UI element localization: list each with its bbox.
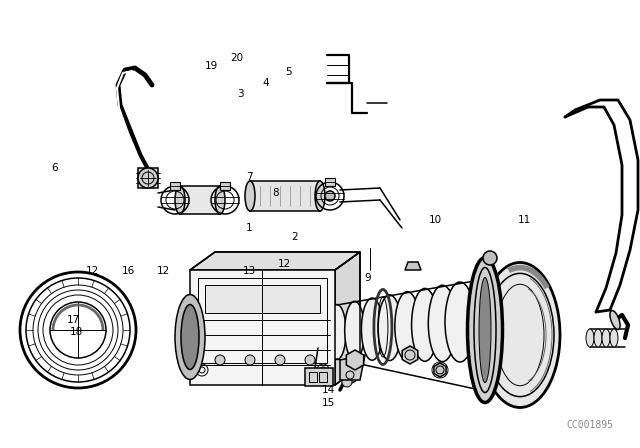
Ellipse shape [362, 298, 383, 360]
Ellipse shape [345, 302, 364, 360]
Text: 7: 7 [246, 172, 253, 182]
Ellipse shape [378, 295, 401, 361]
Text: 17: 17 [67, 315, 80, 325]
Circle shape [305, 355, 315, 365]
Polygon shape [340, 355, 365, 380]
Text: 2: 2 [291, 233, 298, 242]
Text: 1: 1 [246, 224, 253, 233]
Text: 8: 8 [272, 188, 278, 198]
Circle shape [325, 191, 335, 201]
Text: 4: 4 [262, 78, 269, 88]
Circle shape [138, 168, 158, 188]
Bar [190, 270, 335, 385]
Circle shape [215, 355, 225, 365]
Text: 12: 12 [278, 259, 291, 269]
Ellipse shape [610, 310, 620, 329]
Ellipse shape [594, 329, 602, 347]
Text: 10: 10 [429, 215, 442, 224]
Ellipse shape [245, 181, 255, 211]
Text: 15: 15 [322, 398, 335, 408]
Ellipse shape [315, 181, 325, 211]
Text: 14: 14 [322, 385, 335, 395]
Circle shape [483, 251, 497, 265]
Ellipse shape [181, 305, 199, 370]
Ellipse shape [395, 292, 420, 361]
Polygon shape [434, 363, 446, 377]
Bar [309, 372, 317, 382]
Ellipse shape [175, 186, 185, 214]
Ellipse shape [586, 329, 594, 347]
Polygon shape [335, 252, 360, 385]
Bar [198, 278, 327, 363]
Text: 12: 12 [157, 266, 170, 276]
Circle shape [275, 355, 285, 365]
Text: 5: 5 [285, 67, 291, 77]
Text: 13: 13 [243, 266, 256, 276]
Ellipse shape [445, 282, 475, 362]
Text: 9: 9 [365, 273, 371, 283]
Bar [205, 285, 320, 313]
Circle shape [342, 367, 358, 383]
Text: 20: 20 [230, 53, 243, 63]
Text: 19: 19 [205, 61, 218, 71]
Ellipse shape [175, 294, 205, 379]
Text: 18: 18 [70, 327, 83, 336]
Ellipse shape [479, 277, 491, 383]
Bar [220, 182, 230, 190]
Ellipse shape [428, 285, 456, 362]
Ellipse shape [412, 289, 438, 361]
Bar [138, 168, 158, 188]
Ellipse shape [215, 186, 225, 214]
Circle shape [342, 377, 352, 387]
Text: 12: 12 [86, 266, 99, 276]
Polygon shape [405, 262, 421, 270]
Bar [180, 186, 220, 214]
Bar [325, 178, 335, 186]
Ellipse shape [328, 305, 346, 359]
Circle shape [245, 355, 255, 365]
Ellipse shape [467, 258, 502, 402]
Ellipse shape [602, 329, 610, 347]
Polygon shape [190, 252, 360, 270]
Polygon shape [402, 346, 418, 364]
Bar [305, 368, 333, 386]
Bar [250, 181, 320, 211]
Text: CC001895: CC001895 [566, 420, 614, 430]
Text: 16: 16 [122, 266, 134, 276]
Polygon shape [346, 350, 364, 370]
Ellipse shape [480, 263, 560, 408]
Text: 3: 3 [237, 89, 243, 99]
Text: 6: 6 [51, 163, 58, 173]
Ellipse shape [610, 329, 618, 347]
Bar [170, 182, 180, 190]
Text: 11: 11 [518, 215, 531, 224]
Bar [319, 372, 327, 382]
